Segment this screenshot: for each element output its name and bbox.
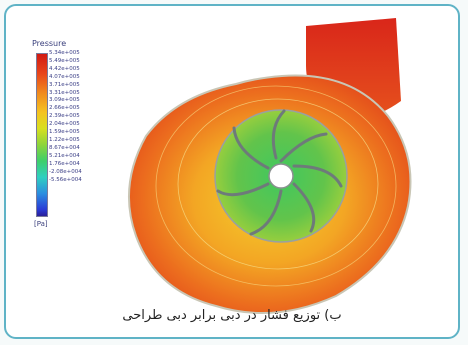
legend-value: 8.67e+004 [49,144,80,151]
legend-value: 4.07e+005 [49,73,80,80]
legend-title: Pressure [32,39,67,48]
legend-value: 3.71e+005 [49,81,80,88]
legend-value: -2.08e+004 [49,168,82,175]
pump-pressure-contour-image [127,18,412,315]
legend-value: 2.66e+005 [49,105,80,112]
legend-value: 2.04e+005 [49,121,80,128]
legend-colorbar [36,53,48,217]
impeller-eye [268,163,294,189]
legend-value: 1.76e+004 [49,160,80,167]
figure-caption: ب) توزیع فشار در دبی برابر دبی طراحی [122,308,342,323]
figure-frame: Pressure 5.34e+005 5.49e+005 4.42e+005 4… [4,4,460,339]
impeller-blades [216,109,343,236]
legend-value: 1.59e+005 [49,129,80,136]
legend-value: 1.22e+005 [49,136,80,143]
legend-unit: [Pa] [34,220,48,228]
legend-value: 5.34e+005 [49,50,80,56]
legend-value: 3.09e+005 [49,97,80,104]
legend-value: -5.56e+004 [49,176,82,183]
legend-value: 2.39e+005 [49,113,80,120]
legend-value: 3.31e+005 [49,89,80,96]
legend-labels: 5.34e+005 5.49e+005 4.42e+005 4.07e+005 … [49,50,119,184]
legend-value: 5.21e+004 [49,152,80,159]
legend-value: 5.49e+005 [49,57,80,64]
legend-value: 4.42e+005 [49,65,80,72]
